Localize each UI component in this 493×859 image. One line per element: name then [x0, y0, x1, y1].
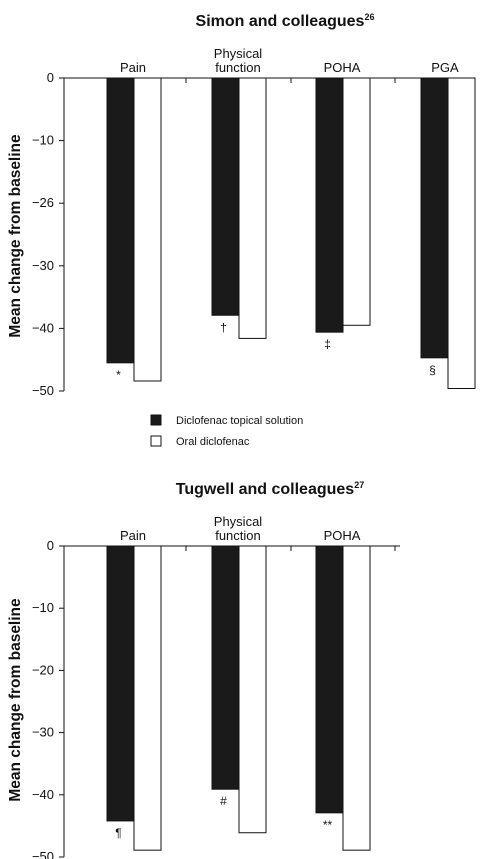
significance-marker: ‡ — [324, 337, 331, 351]
bar-topical — [315, 545, 344, 814]
y-tick-label: −50 — [32, 849, 54, 859]
significance-marker: # — [220, 794, 227, 808]
y-tick-label: 0 — [47, 70, 54, 85]
bar-topical — [106, 545, 135, 822]
y-tick-label: −30 — [32, 258, 54, 273]
y-tick-label: −20 — [32, 662, 54, 677]
significance-marker: † — [220, 320, 227, 334]
significance-marker: § — [429, 363, 436, 377]
category-label: Physical function — [214, 46, 263, 75]
y-tick-label: −10 — [32, 133, 54, 148]
y-axis-label: Mean change from baseline — [7, 134, 24, 338]
y-tick-label: −40 — [32, 787, 54, 802]
legend-swatch-topical — [150, 414, 162, 426]
category-label: Pain — [120, 60, 146, 75]
legend-swatch-oral — [150, 435, 162, 447]
bar-topical — [106, 77, 135, 364]
significance-marker: ** — [323, 818, 333, 832]
category-label: POHA — [324, 60, 361, 75]
bar-oral — [447, 77, 476, 389]
legend-label: Oral diclofenac — [176, 436, 250, 448]
chart-2: Tugwell and colleagues27 Mean change from… — [7, 480, 400, 859]
bar-topical — [211, 545, 240, 790]
bar-oral — [133, 545, 162, 851]
bar-topical — [211, 77, 240, 316]
bar-topical — [315, 77, 344, 333]
category-label: PGA — [431, 60, 459, 75]
y-tick-label: −40 — [32, 320, 54, 335]
category-label: Physical function — [214, 514, 263, 543]
chart-title: Tugwell and colleagues27 — [176, 480, 364, 498]
bar-oral — [238, 77, 267, 339]
y-tick-label: −26 — [32, 195, 54, 210]
category-label: Pain — [120, 528, 146, 543]
chart-1: Simon and colleagues26 Mean change from b… — [7, 12, 476, 448]
category-label: POHA — [324, 528, 361, 543]
legend-label: Diclofenac topical solution — [176, 415, 303, 427]
y-tick-label: 0 — [47, 538, 54, 553]
y-tick-label: −50 — [32, 383, 54, 398]
bar-oral — [133, 77, 162, 382]
bar-oral — [342, 77, 371, 326]
chart-title: Simon and colleagues26 — [196, 12, 375, 30]
significance-marker: ¶ — [115, 826, 121, 840]
y-tick-label: −10 — [32, 600, 54, 615]
bar-oral — [238, 545, 267, 834]
y-tick-label: −30 — [32, 725, 54, 740]
bar-topical — [420, 77, 449, 359]
bar-oral — [342, 545, 371, 851]
y-axis-label: Mean change from baseline — [7, 598, 24, 802]
significance-marker: * — [116, 368, 121, 382]
